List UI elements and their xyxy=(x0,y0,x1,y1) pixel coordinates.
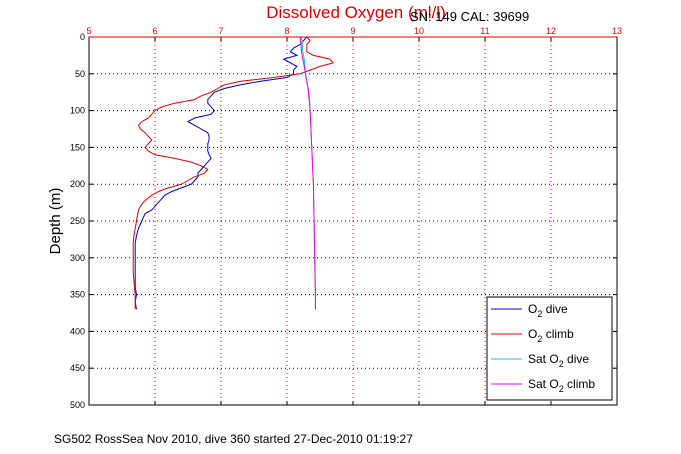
x-tick-label: 8 xyxy=(284,26,289,36)
y-tick-label: 100 xyxy=(70,106,85,116)
y-tick-label: 400 xyxy=(70,326,85,336)
series-group xyxy=(132,36,335,310)
x-tick-label: 11 xyxy=(480,26,489,36)
legend-label: O2 dive xyxy=(528,302,568,319)
series-line-4 xyxy=(299,36,316,310)
legend: O2 dive O2 climb Sat O2 dive Sat O2 climb xyxy=(486,296,613,401)
x-axis: 5 6 7 8 9 10 11 12 13 xyxy=(86,26,622,405)
x-tick-label: 9 xyxy=(350,26,355,36)
x-tick-label: 12 xyxy=(546,26,556,36)
y-tick-label: 200 xyxy=(70,179,85,189)
legend-box xyxy=(486,296,613,401)
legend-label: O2 climb xyxy=(528,327,574,344)
series-line-2 xyxy=(132,36,335,310)
y-tick-label: 250 xyxy=(70,216,85,226)
chart-title: Dissolved Oxygen (ml/l) xyxy=(266,3,446,22)
y-tick-label: 300 xyxy=(70,253,85,263)
y-tick-label: 450 xyxy=(70,363,85,373)
x-tick-label: 6 xyxy=(152,26,157,36)
y-tick-label: 350 xyxy=(70,290,85,300)
y-axis: 0 50 100 150 200 250 300 350 400 450 500 xyxy=(70,32,617,410)
instrument-label: SN: 149 CAL: 39699 xyxy=(410,9,529,24)
x-tick-label: 5 xyxy=(86,26,91,36)
y-tick-label: 50 xyxy=(75,69,85,79)
legend-label: Sat O2 climb xyxy=(528,377,595,394)
x-tick-label: 7 xyxy=(218,26,223,36)
y-tick-label: 150 xyxy=(70,142,85,152)
x-tick-label: 10 xyxy=(414,26,424,36)
y-tick-label: 0 xyxy=(80,32,85,42)
y-tick-label: 500 xyxy=(70,400,85,410)
figure-caption: SG502 RossSea Nov 2010, dive 360 started… xyxy=(54,432,413,446)
y-axis-label: Depth (m) xyxy=(47,188,64,255)
legend-label: Sat O2 dive xyxy=(528,352,589,369)
x-tick-label: 13 xyxy=(612,26,622,36)
